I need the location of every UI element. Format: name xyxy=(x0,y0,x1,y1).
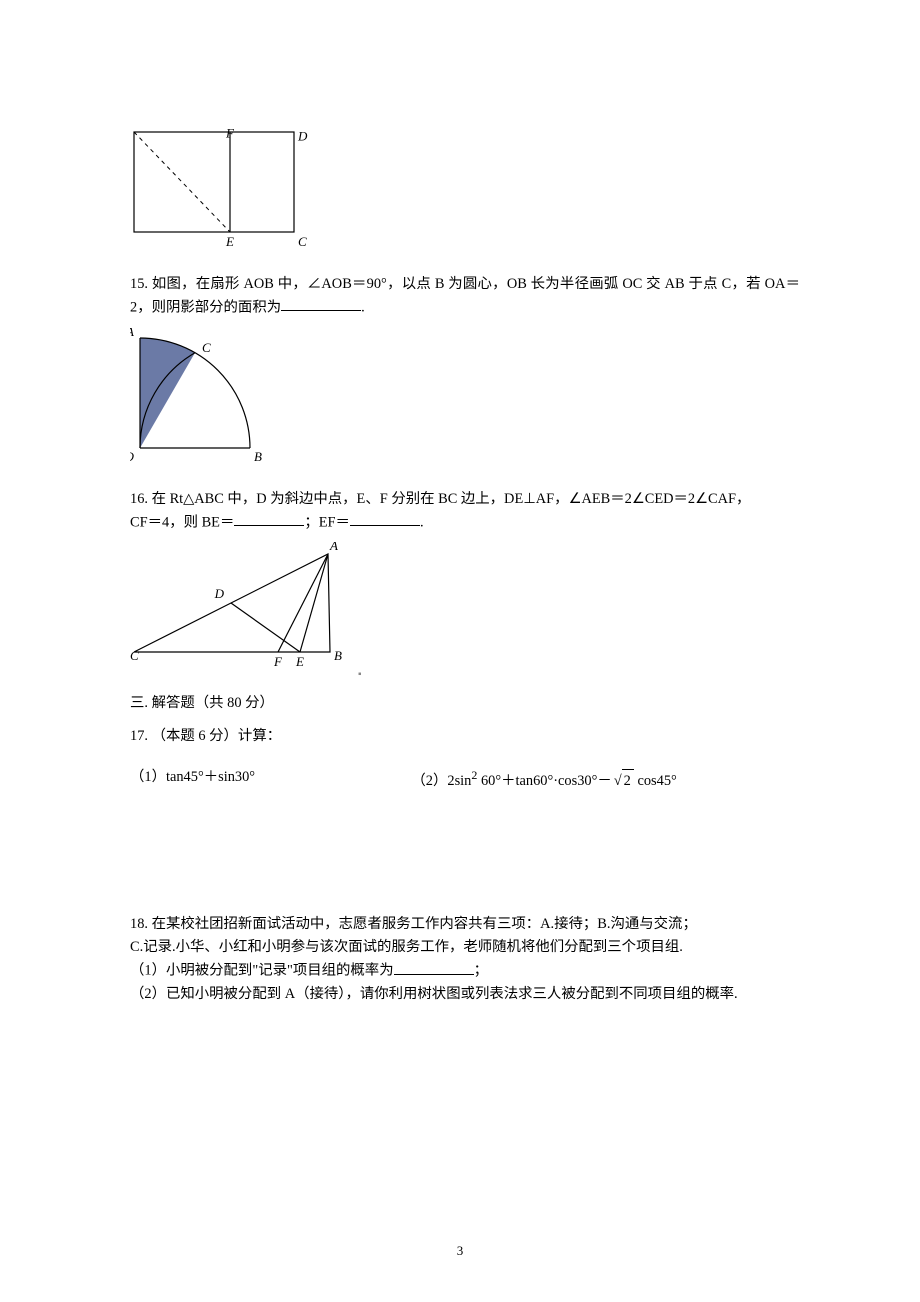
watermark-dot: ▪ xyxy=(358,670,362,680)
sector-svg: A O B C xyxy=(130,328,280,468)
q17-2b: 60°＋tan60°·cos30°－ xyxy=(477,773,611,789)
q17-2c: cos45° xyxy=(634,773,677,789)
figure-triangle: A C B D E F xyxy=(130,542,800,680)
q16-line1: 16. 在 Rt△ABC 中，D 为斜边中点，E、F 分别在 BC 边上，DE⊥… xyxy=(130,491,750,507)
svg-text:A: A xyxy=(130,328,134,339)
q15-text: 15. 如图，在扇形 AOB 中，∠AOB＝90°，以点 B 为圆心，OB 长为… xyxy=(130,276,800,315)
q17-part1: （1）tan45°＋sin30° xyxy=(130,766,411,793)
q18-sub1a: （1）小明被分配到"记录"项目组的概率为 xyxy=(130,963,394,979)
svg-text:B: B xyxy=(254,449,262,464)
svg-text:O: O xyxy=(130,449,135,464)
svg-text:C: C xyxy=(298,234,307,249)
q17-2a: （2）2sin xyxy=(411,773,471,789)
problem-17-head: 17. （本题 6 分）计算： xyxy=(130,725,800,748)
q17-part2: （2）2sin2 60°＋tan60°·cos30°－2 cos45° xyxy=(411,766,800,793)
svg-text:B: B xyxy=(334,648,342,663)
q15-blank xyxy=(281,296,361,311)
q18-sub2: （2）已知小明被分配到 A（接待），请你利用树状图或列表法求三人被分配到不同项目… xyxy=(130,986,738,1002)
page: A B E C D F 15. 如图，在扇形 AOB 中，∠AOB＝90°，以点… xyxy=(0,0,920,1302)
svg-text:D: D xyxy=(214,586,225,601)
svg-text:F: F xyxy=(225,128,235,141)
section-3-header: 三. 解答题（共 80 分） xyxy=(130,692,800,715)
q15-tail: . xyxy=(361,299,365,315)
problem-15: 15. 如图，在扇形 AOB 中，∠AOB＝90°，以点 B 为圆心，OB 长为… xyxy=(130,273,800,319)
sqrt-2: 2 xyxy=(612,769,634,793)
problem-16: 16. 在 Rt△ABC 中，D 为斜边中点，E、F 分别在 BC 边上，DE⊥… xyxy=(130,488,800,534)
figure-sector: A O B C xyxy=(130,328,800,476)
triangle-svg: A C B D E F xyxy=(130,542,350,672)
q16-line2a: CF＝4，则 BE＝ xyxy=(130,514,234,530)
problem-18: 18. 在某校社团招新面试活动中，志愿者服务工作内容共有三项：A.接待；B.沟通… xyxy=(130,913,800,1006)
svg-text:E: E xyxy=(225,234,234,249)
svg-text:C: C xyxy=(202,340,211,355)
q18-line1: 18. 在某校社团招新面试活动中，志愿者服务工作内容共有三项：A.接待；B.沟通… xyxy=(130,916,697,932)
q18-line2: C.记录.小华、小红和小明参与该次面试的服务工作，老师随机将他们分配到三个项目组… xyxy=(130,939,683,955)
rect-svg: A B E C D F xyxy=(130,128,315,253)
svg-text:C: C xyxy=(130,648,139,663)
svg-text:F: F xyxy=(273,654,283,669)
figure-rectangle-fold: A B E C D F xyxy=(130,128,800,261)
q16-line2c: . xyxy=(420,514,424,530)
q16-blank2 xyxy=(350,511,420,526)
q16-blank1 xyxy=(234,511,304,526)
svg-text:A: A xyxy=(329,542,338,553)
svg-text:E: E xyxy=(295,654,304,669)
svg-text:D: D xyxy=(297,129,308,144)
page-number: 3 xyxy=(0,1241,920,1262)
problem-17-items: （1）tan45°＋sin30° （2）2sin 2 60°＋tan60°·cos… xyxy=(130,766,800,793)
q18-blank xyxy=(394,959,474,974)
q18-sub1b: ； xyxy=(474,963,488,979)
q16-line2b: ；EF＝ xyxy=(304,514,350,530)
